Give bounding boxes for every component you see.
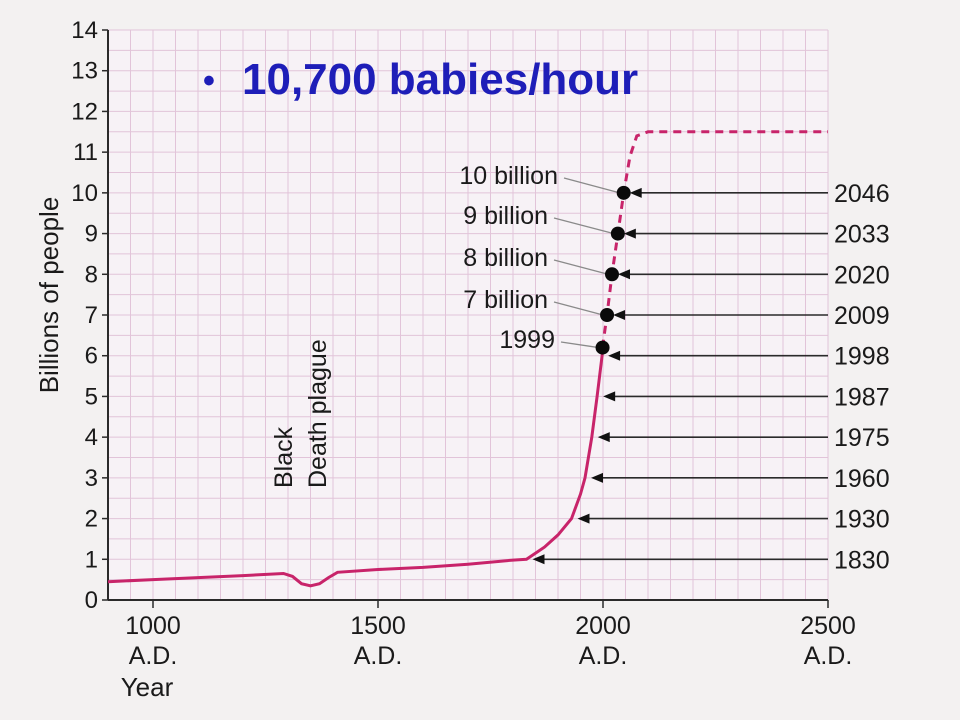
y-tick-label: 8	[85, 261, 98, 288]
y-tick-label: 7	[85, 302, 98, 329]
milestone-dot	[600, 308, 615, 322]
y-tick-label: 14	[71, 17, 98, 44]
x-tick-label: 1500	[350, 612, 406, 640]
milestone-dot	[595, 340, 610, 355]
arrowhead-icon	[597, 432, 610, 443]
milestone-label: 10 billion	[459, 162, 558, 190]
y-tick-label: 3	[85, 465, 98, 492]
arrowhead-icon	[618, 269, 630, 280]
y-tick-label: 5	[85, 383, 98, 410]
year-arrow-label: 2020	[834, 261, 890, 289]
arrowhead-icon	[603, 391, 616, 402]
milestone-label: 7 billion	[463, 286, 548, 314]
x-tick-label: 1000	[125, 612, 181, 640]
y-tick-label: 6	[85, 343, 98, 370]
y-axis-title: Billions of people	[34, 197, 64, 394]
slide-headline: 10,700 babies/hour	[242, 55, 638, 104]
milestone-label: 9 billion	[463, 202, 548, 230]
year-arrow-label: 1960	[834, 465, 890, 493]
year-arrow-label: 1975	[834, 424, 890, 452]
y-tick-label: 12	[71, 98, 98, 125]
arrowhead-icon	[591, 472, 603, 483]
milestone-dot	[610, 226, 625, 241]
bullet-icon: •	[203, 62, 215, 100]
y-tick-label: 0	[85, 587, 98, 614]
arrowhead-icon	[577, 513, 590, 524]
milestone-label: 8 billion	[463, 244, 548, 272]
year-arrow-label: 1998	[834, 343, 890, 371]
leader-line	[560, 341, 599, 349]
leader-line	[563, 177, 620, 194]
y-tick-label: 10	[71, 180, 98, 207]
leader-line	[553, 301, 604, 316]
x-tick-label: 2000	[575, 612, 631, 640]
arrowhead-icon	[623, 228, 636, 239]
x-tick-sublabel: A.D.	[579, 642, 628, 670]
milestone-dot	[605, 267, 619, 282]
annotation-death-plague: Death plague	[304, 339, 332, 488]
arrowhead-icon	[613, 310, 626, 320]
x-axis-title: Year	[121, 672, 174, 702]
population-line	[107, 347, 604, 588]
arrowhead-icon	[629, 187, 642, 198]
y-tick-label: 4	[85, 424, 98, 451]
milestone-label: 1999	[499, 326, 555, 354]
year-arrow-label: 2033	[834, 221, 890, 249]
leader-line	[553, 259, 609, 275]
x-tick-sublabel: A.D.	[804, 642, 853, 670]
milestone-dot	[616, 185, 631, 200]
x-tick-label: 2500	[800, 612, 856, 640]
year-arrow-label: 1987	[834, 383, 890, 411]
year-arrow-label: 2046	[834, 180, 890, 208]
y-tick-label: 11	[73, 139, 98, 166]
leader-line	[553, 217, 615, 235]
arrowhead-icon	[608, 350, 621, 361]
x-tick-sublabel: A.D.	[129, 642, 178, 670]
year-arrow-label: 1930	[834, 506, 890, 534]
arrowhead-icon	[532, 554, 545, 565]
y-tick-label: 13	[71, 58, 98, 85]
y-tick-label: 9	[85, 221, 98, 248]
y-tick-label: 2	[85, 506, 98, 533]
x-tick-sublabel: A.D.	[354, 642, 403, 670]
y-tick-label: 1	[85, 546, 98, 573]
year-arrow-label: 1830	[834, 546, 890, 574]
year-arrow-label: 2009	[834, 302, 890, 330]
annotation-black: Black	[270, 426, 298, 488]
